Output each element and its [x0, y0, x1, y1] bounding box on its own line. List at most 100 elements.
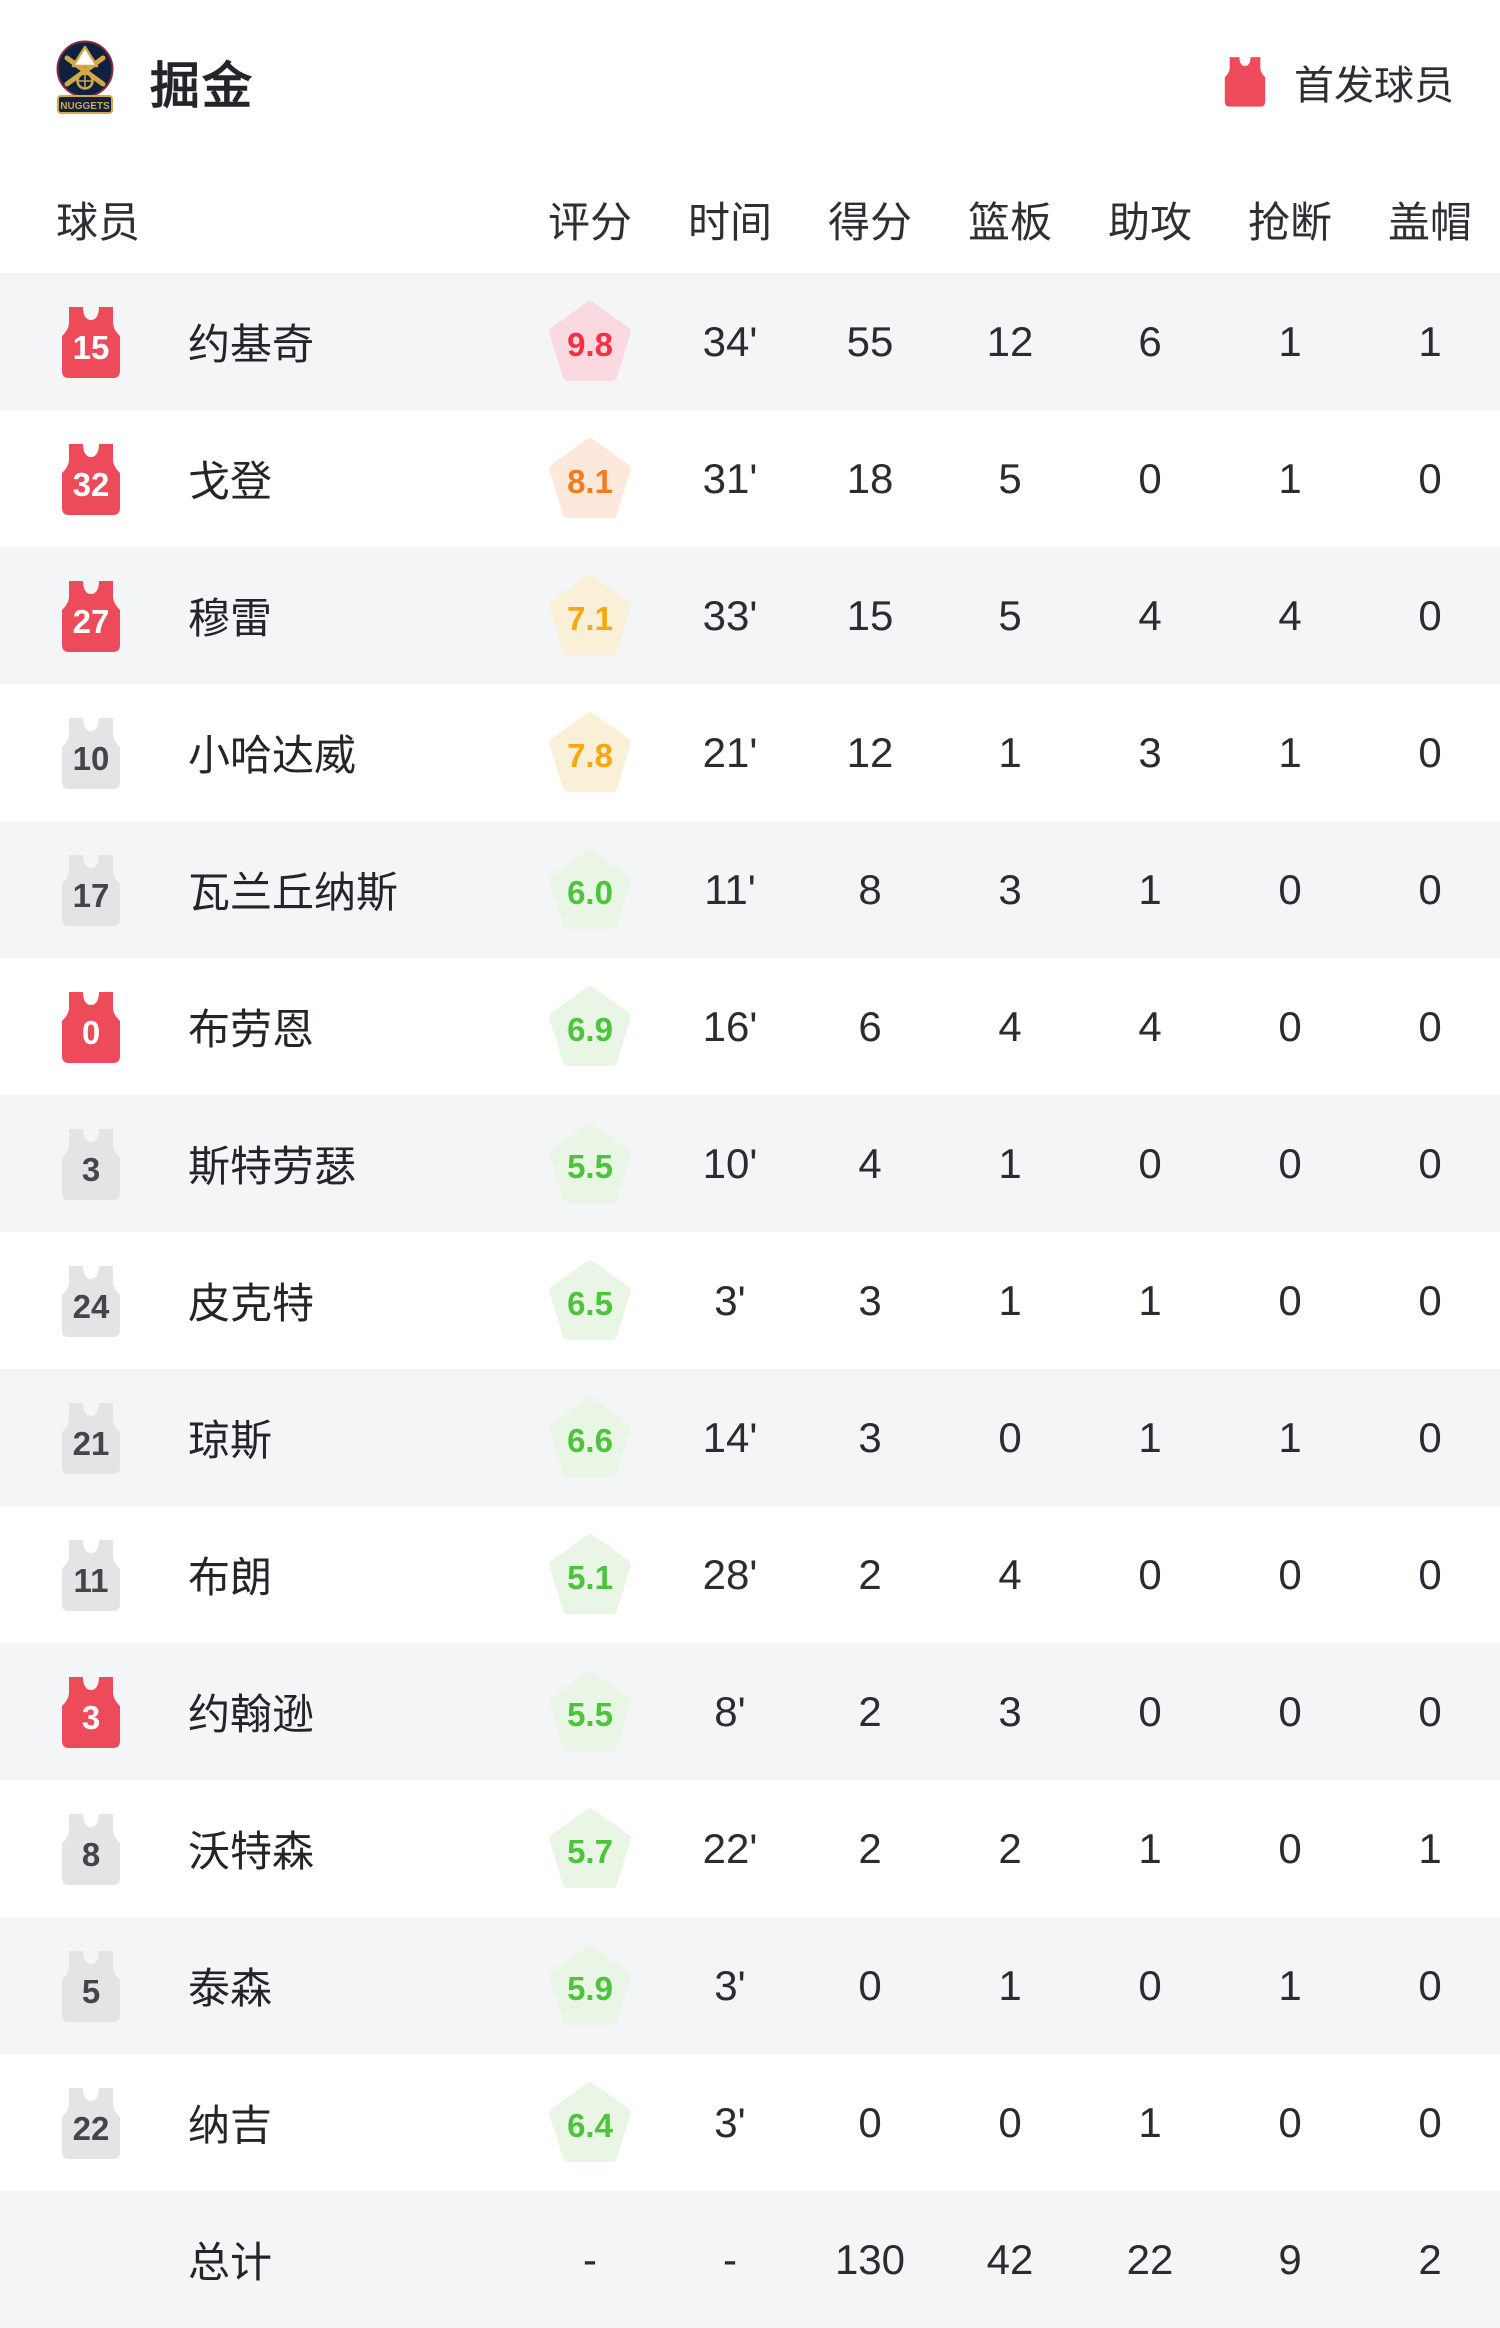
jersey-icon: 11: [58, 1537, 124, 1613]
stat-time: 11': [704, 865, 756, 913]
stat-points: 3: [858, 1276, 882, 1324]
rating-cell: 8.1: [520, 437, 660, 521]
stat-steals: 1: [1278, 317, 1302, 365]
stat-rebounds: 2: [998, 1824, 1022, 1872]
jersey-number: 3: [81, 1698, 101, 1736]
stat-points: 2: [858, 1687, 882, 1735]
rating-badge: 5.9: [548, 1944, 632, 2028]
rating-value: 6.6: [567, 1421, 613, 1459]
player-row[interactable]: 27 穆雷 7.1 33' 15 5 4 4 0: [0, 547, 1500, 684]
stat-points: 8: [858, 865, 882, 913]
stat-steals: 0: [1278, 1824, 1302, 1872]
rating-value: 7.1: [567, 599, 613, 637]
totals-rebounds: 42: [986, 2235, 1034, 2283]
stat-assists: 0: [1138, 1687, 1162, 1735]
stat-assists: 1: [1138, 2098, 1162, 2146]
stat-points: 4: [858, 1139, 882, 1187]
player-row[interactable]: 5 泰森 5.9 3' 0 1 0 1 0: [0, 1917, 1500, 2054]
player-row[interactable]: 32 戈登 8.1 31' 18 5 0 1 0: [0, 410, 1500, 547]
player-name: 布朗: [188, 1554, 273, 1601]
stat-blocks: 0: [1418, 1139, 1442, 1187]
logo-text: NUGGETS: [60, 101, 110, 112]
rating-value: 8.1: [567, 462, 613, 500]
stat-assists: 0: [1138, 1139, 1162, 1187]
player-row[interactable]: 17 瓦兰丘纳斯 6.0 11' 8 3 1 0 0: [0, 821, 1500, 958]
jersey-icon: 22: [58, 2085, 124, 2161]
rating-badge: 5.5: [548, 1122, 632, 1206]
rating-cell: 5.5: [520, 1670, 660, 1754]
stat-steals: 0: [1278, 1687, 1302, 1735]
rating-value: 5.9: [567, 1969, 613, 2007]
player-row[interactable]: 21 琼斯 6.6 14' 3 0 1 1 0: [0, 1369, 1500, 1506]
player-name: 约基奇: [188, 321, 315, 368]
stat-blocks: 0: [1418, 591, 1442, 639]
column-header-time: 时间: [687, 199, 772, 246]
player-cell: 21 琼斯: [0, 1400, 520, 1476]
player-cell: 3 约翰逊: [0, 1674, 520, 1750]
rating-badge: 6.9: [548, 985, 632, 1069]
team-header: NUGGETS 掘金 首发球员: [0, 0, 1500, 150]
column-header-points: 得分: [827, 199, 912, 246]
rating-cell: 5.7: [520, 1807, 660, 1891]
rating-cell: 5.5: [520, 1122, 660, 1206]
rating-value: 5.7: [567, 1832, 613, 1870]
stat-rebounds: 3: [998, 865, 1022, 913]
jersey-number: 3: [81, 1150, 101, 1188]
stat-time: 33': [702, 591, 758, 639]
stat-steals: 0: [1278, 2098, 1302, 2146]
stat-steals: 0: [1278, 1002, 1302, 1050]
player-cell: 27 穆雷: [0, 578, 520, 654]
player-row[interactable]: 15 约基奇 9.8 34' 55 12 6 1 1: [0, 273, 1500, 410]
player-row[interactable]: 11 布朗 5.1 28' 2 4 0 0 0: [0, 1506, 1500, 1643]
jersey-icon: 3: [58, 1674, 124, 1750]
team-info: NUGGETS 掘金: [56, 39, 254, 125]
jersey-number: 11: [73, 1561, 109, 1599]
player-cell: 5 泰森: [0, 1948, 520, 2024]
rating-value: 7.8: [567, 736, 613, 774]
jersey-icon: 15: [58, 304, 124, 380]
rating-badge: 7.1: [548, 574, 632, 658]
stat-time: 3': [714, 2098, 746, 2146]
totals-rating: -: [583, 2235, 597, 2283]
jersey-number: 10: [72, 739, 110, 777]
player-row[interactable]: 10 小哈达威 7.8 21' 12 1 3 1 0: [0, 684, 1500, 821]
player-name: 戈登: [188, 458, 273, 505]
player-name: 沃特森: [188, 1828, 315, 1875]
player-row[interactable]: 8 沃特森 5.7 22' 2 2 1 0 1: [0, 1780, 1500, 1917]
stat-steals: 1: [1278, 1961, 1302, 2009]
stat-points: 2: [858, 1824, 882, 1872]
rating-badge: 7.8: [548, 711, 632, 795]
starter-jersey-icon: [1222, 55, 1268, 109]
player-row[interactable]: 0 布劳恩 6.9 16' 6 4 4 0 0: [0, 958, 1500, 1095]
jersey-number: 22: [72, 2109, 110, 2147]
stat-time: 16': [702, 1002, 758, 1050]
player-row[interactable]: 24 皮克特 6.5 3' 3 1 1 0 0: [0, 1232, 1500, 1369]
stat-blocks: 0: [1418, 1002, 1442, 1050]
player-name: 布劳恩: [188, 1006, 315, 1053]
stat-rebounds: 3: [998, 1687, 1022, 1735]
stat-blocks: 0: [1418, 1413, 1442, 1461]
player-row[interactable]: 22 纳吉 6.4 3' 0 0 1 0 0: [0, 2054, 1500, 2191]
player-cell: 10 小哈达威: [0, 715, 520, 791]
stat-rebounds: 0: [998, 2098, 1022, 2146]
column-header-assists: 助攻: [1107, 199, 1192, 246]
stat-time: 3': [714, 1276, 746, 1324]
rating-badge: 9.8: [548, 300, 632, 384]
stat-steals: 0: [1278, 865, 1302, 913]
jersey-number: 8: [81, 1835, 101, 1873]
player-row[interactable]: 3 斯特劳瑟 5.5 10' 4 1 0 0 0: [0, 1095, 1500, 1232]
player-table-body: 15 约基奇 9.8 34' 55 12 6 1 1 3 2 戈登 8.1: [0, 273, 1500, 2191]
totals-time: -: [723, 2235, 737, 2283]
player-row[interactable]: 3 约翰逊 5.5 8' 2 3 0 0 0: [0, 1643, 1500, 1780]
rating-cell: 6.6: [520, 1396, 660, 1480]
stat-time: 8': [714, 1687, 746, 1735]
stat-blocks: 0: [1418, 2098, 1442, 2146]
stat-assists: 6: [1138, 317, 1162, 365]
table-header-row: 球员 评分 时间 得分 篮板 助攻 抢断 盖帽: [0, 150, 1500, 273]
stat-rebounds: 0: [998, 1413, 1022, 1461]
jersey-number: 24: [72, 1287, 110, 1325]
stat-assists: 1: [1138, 1824, 1162, 1872]
jersey-number: 27: [72, 602, 110, 640]
stat-points: 6: [858, 1002, 882, 1050]
stat-assists: 0: [1138, 1961, 1162, 2009]
